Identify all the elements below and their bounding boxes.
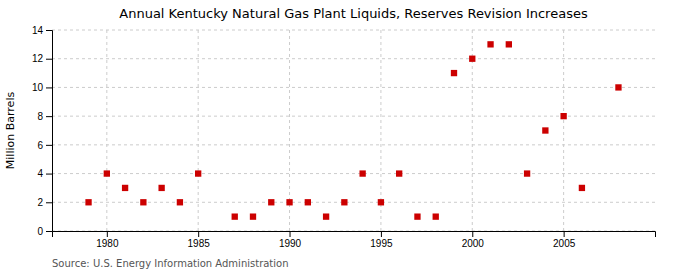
point [232,213,238,219]
tick: 0 [37,226,52,237]
x-axis: 1980 1985 1990 1995 2000 2005 [53,231,656,249]
tick: 10 [32,82,52,93]
tick-mark [290,231,291,237]
point [341,199,347,205]
point [396,170,402,176]
grid [52,30,655,231]
tick-label: 1980 [96,238,119,249]
point [122,185,128,191]
tick: 1985 [188,231,211,249]
point [104,170,110,176]
source: Source: U.S. Energy Information Administ… [52,258,289,269]
axis-line [46,31,53,232]
tick-label: 12 [32,53,44,64]
tick-mark [46,145,52,146]
tick-mark [381,231,382,237]
tick-mark [46,116,52,117]
y-axis: 0 2 4 6 8 10 12 14 [32,25,53,237]
point [195,170,201,176]
point [250,213,256,219]
grid-line-y [52,30,655,31]
tick-mark [46,59,52,60]
tick-label: 1990 [279,238,302,249]
tick-mark [46,30,52,31]
point [487,41,493,47]
tick-label: 2000 [462,238,485,249]
tick: 2005 [553,231,576,249]
point [305,199,311,205]
point [524,170,530,176]
tick: 14 [32,25,52,36]
point [158,185,164,191]
grid-line-y [52,144,655,145]
point [85,199,91,205]
grid-line-y [52,87,655,88]
tick-label: 1985 [188,238,211,249]
point [615,84,621,90]
point [177,199,183,205]
y-axis-label: Million Barrels [4,92,17,170]
grid-line-y [52,58,655,59]
point [359,170,365,176]
point [506,41,512,47]
tick: 8 [37,111,52,122]
grid-line-x [563,30,564,231]
tick: 2 [37,197,52,208]
point [451,70,457,76]
tick: 1995 [370,231,393,249]
tick: 1990 [279,231,302,249]
point [378,199,384,205]
point [414,213,420,219]
tick: 1980 [96,231,119,249]
tick: 6 [37,140,52,151]
tick-mark [472,231,473,237]
tick-mark [564,231,565,237]
tick-mark [46,174,52,175]
tick: 12 [32,53,52,64]
tick-label: 2 [37,197,43,208]
tick: 4 [37,168,52,179]
tick-label: 4 [37,168,43,179]
grid-line-x [198,30,199,231]
tick-mark [46,231,52,232]
point [268,199,274,205]
tick: 2000 [462,231,485,249]
points [85,41,621,220]
tick-label: 14 [32,25,44,36]
tick-mark [198,231,199,237]
tick-label: 10 [32,82,44,93]
tick-label: 0 [37,226,43,237]
point [579,185,585,191]
grid-line-y [52,173,655,174]
point [469,56,475,62]
chart: 1980 1985 1990 1995 2000 2005 0 2 4 6 8 10 12 14 Annua… [0,0,675,275]
tick-label: 6 [37,140,43,151]
point [560,113,566,119]
grid-line-x [106,30,107,231]
point [323,213,329,219]
point [140,199,146,205]
plot: 1980 1985 1990 1995 2000 2005 0 2 4 6 8 10 12 14 [32,25,656,249]
point [542,127,548,133]
point [433,213,439,219]
tick-mark [46,87,52,88]
tick-mark [107,231,108,237]
point [286,199,292,205]
axis-line [53,232,656,238]
tick-label: 2005 [553,238,576,249]
tick-label: 8 [37,111,43,122]
tick-label: 1995 [370,238,393,249]
title: Annual Kentucky Natural Gas Plant Liquid… [119,6,588,21]
tick-mark [46,202,52,203]
